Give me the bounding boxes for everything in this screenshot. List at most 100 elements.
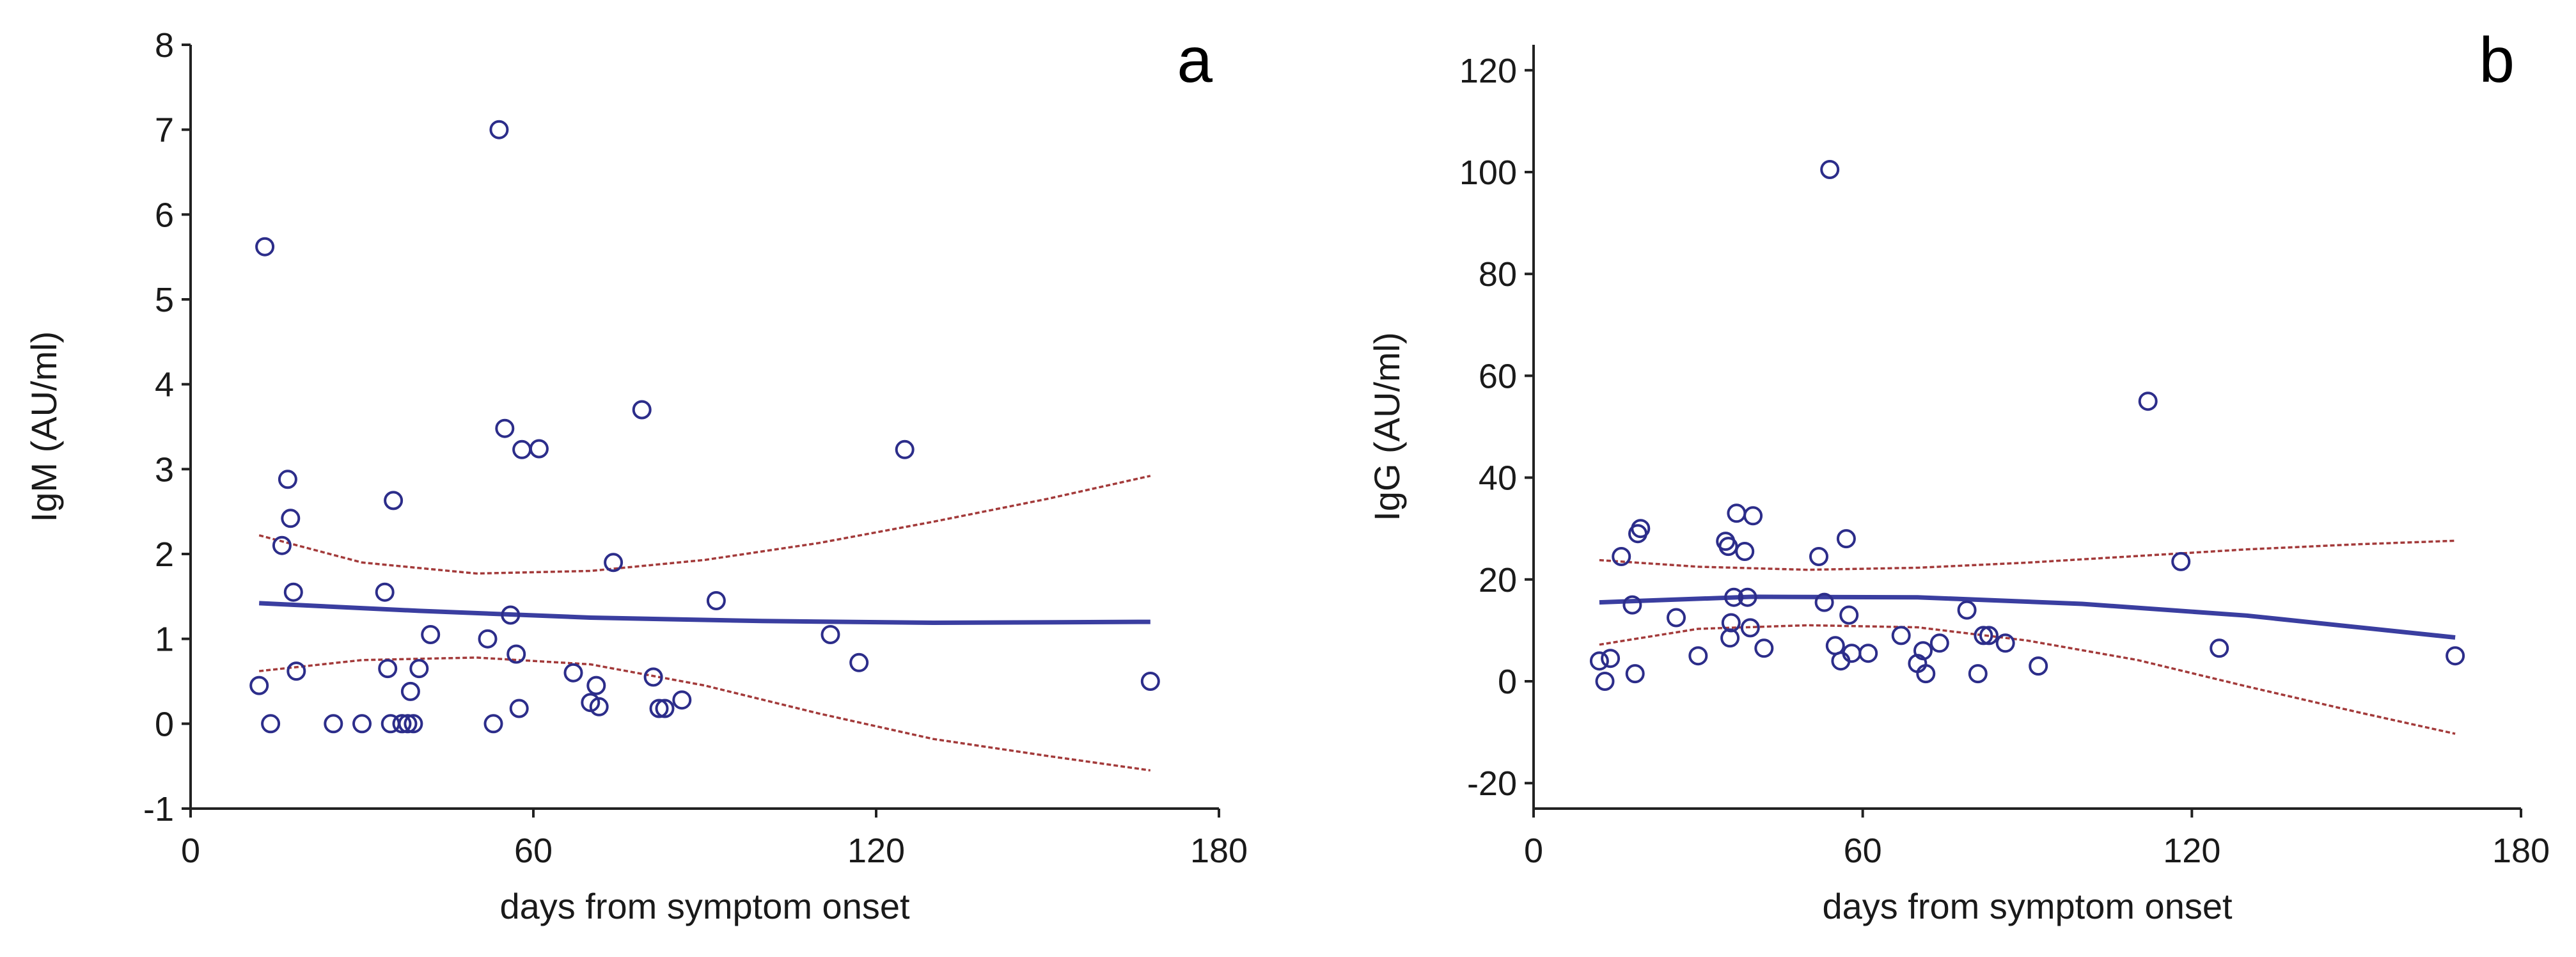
data-point [392, 714, 412, 734]
data-point [2171, 551, 2191, 571]
y-tick-label: 4 [155, 366, 174, 404]
data-point [1622, 595, 1642, 615]
data-point [2446, 646, 2465, 666]
y-tick-label: 2 [155, 535, 174, 574]
data-point [1724, 587, 1744, 607]
data-point [2210, 638, 2229, 658]
data-point [604, 553, 624, 573]
data-point [1891, 626, 1911, 645]
ci-lower-line [1599, 624, 2456, 735]
x-axis-title: days from symptom onset [499, 886, 910, 926]
data-point [1740, 618, 1760, 638]
data-point [261, 714, 281, 734]
data-point [1995, 633, 2015, 653]
y-tick-label: 5 [155, 281, 174, 319]
x-axis-title: days from symptom onset [1822, 886, 2233, 926]
y-tick-label: -1 [143, 790, 174, 828]
y-axis-title: IgM (AU/ml) [24, 331, 64, 523]
data-point [1820, 160, 1840, 179]
panel-label: a [1177, 24, 1213, 96]
y-axis-title: IgG (AU/ml) [1367, 332, 1407, 521]
data-point [1974, 626, 1993, 645]
data-point [1858, 644, 1878, 663]
data-point [512, 439, 532, 459]
data-point [1589, 651, 1609, 671]
data-point [2029, 656, 2048, 676]
data-point [1631, 519, 1651, 539]
y-tick-label: 60 [1479, 357, 1517, 395]
data-point [384, 491, 404, 510]
data-point [1957, 600, 1977, 620]
data-point [1968, 664, 1988, 684]
data-point [1916, 664, 1936, 684]
x-tick-label: 180 [2492, 832, 2550, 870]
x-tick-label: 120 [2163, 832, 2220, 870]
x-tick-label: 120 [847, 832, 905, 870]
data-point [281, 509, 301, 528]
y-tick-label: 0 [1498, 663, 1517, 701]
y-tick-label: 20 [1479, 561, 1517, 599]
ci-lower-line [259, 656, 1151, 772]
x-tick-label: 60 [1844, 832, 1882, 870]
data-point [589, 697, 609, 716]
data-point [398, 714, 418, 734]
y-tick-label: 1 [155, 621, 174, 659]
data-point [1836, 529, 1856, 549]
data-point [649, 699, 669, 718]
data-point [1754, 638, 1774, 658]
data-point [489, 120, 509, 139]
data-point [249, 676, 269, 695]
data-point [509, 699, 529, 718]
data-point [1688, 646, 1708, 666]
y-tick-label: 80 [1479, 255, 1517, 294]
data-point [1718, 537, 1738, 557]
data-point [1667, 608, 1686, 628]
data-point [706, 591, 726, 610]
y-tick-label: 8 [155, 26, 174, 65]
data-point [404, 714, 423, 734]
data-point [1743, 506, 1763, 526]
data-point [672, 690, 692, 710]
y-tick-label: 3 [155, 450, 174, 489]
regression-line [1599, 594, 2456, 640]
data-point [1839, 605, 1859, 625]
data-point [643, 667, 663, 687]
data-point [1720, 628, 1740, 648]
data-point [409, 659, 429, 679]
ci-upper-line [258, 475, 1151, 575]
data-point [283, 582, 303, 602]
data-point [1929, 633, 1949, 653]
data-point [1913, 641, 1933, 661]
data-point [1738, 587, 1757, 607]
ci-upper-line [1599, 539, 2456, 571]
y-tick-label: 0 [155, 705, 174, 743]
data-point [821, 625, 840, 644]
data-point [378, 659, 398, 679]
data-point [563, 663, 583, 683]
data-point [495, 418, 515, 438]
data-point [421, 625, 441, 644]
data-point [400, 681, 420, 701]
y-tick-label: 7 [155, 111, 174, 150]
data-point [632, 400, 652, 420]
data-point [255, 237, 275, 257]
data-point [1140, 672, 1160, 691]
data-point [586, 676, 606, 695]
panel-label: b [2479, 24, 2515, 96]
y-tick-label: 100 [1459, 154, 1517, 192]
data-point [507, 644, 526, 664]
data-point [324, 714, 343, 734]
y-tick-label: -20 [1467, 764, 1517, 803]
data-point [352, 714, 372, 734]
y-tick-label: 40 [1479, 459, 1517, 498]
data-point [1809, 547, 1828, 566]
data-point [1601, 649, 1621, 668]
data-point [1727, 503, 1747, 523]
data-point [1595, 672, 1615, 691]
x-tick-label: 180 [1190, 832, 1248, 870]
y-tick-label: 120 [1459, 52, 1517, 90]
data-point [375, 582, 395, 602]
x-tick-label: 0 [1524, 832, 1543, 870]
data-point [1814, 592, 1834, 612]
